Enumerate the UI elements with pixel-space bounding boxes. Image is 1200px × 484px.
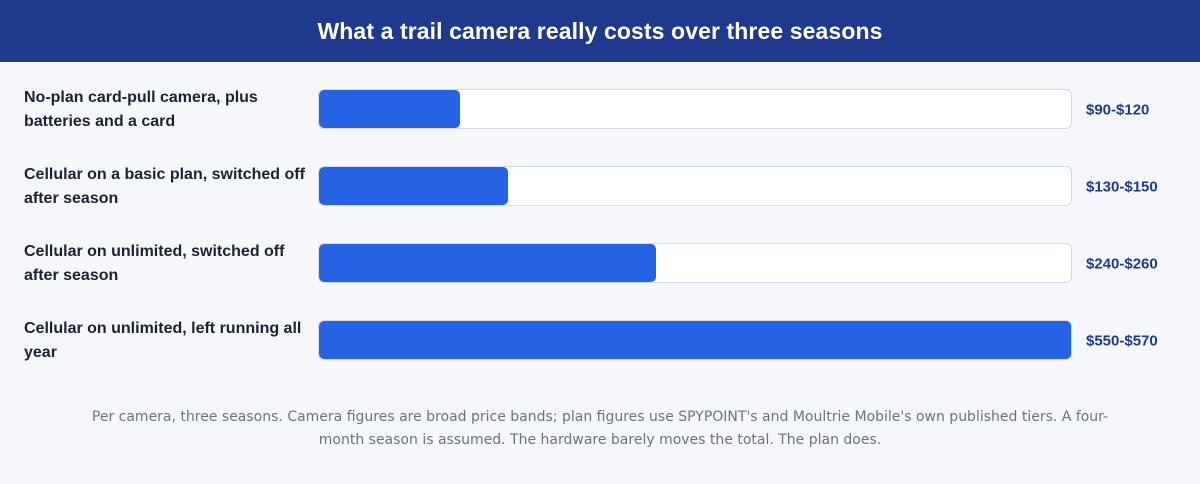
bar-track — [318, 243, 1072, 283]
chart-title: What a trail camera really costs over th… — [317, 17, 883, 44]
category-label: Cellular on a basic plan, switched off a… — [24, 166, 305, 207]
chart-footnote: Per camera, three seasons. Camera figure… — [91, 409, 1109, 448]
bar-row: Cellular on unlimited, switched off afte… — [0, 243, 1200, 285]
bar — [319, 244, 656, 282]
bar-row: No-plan card-pull camera, plus batteries… — [0, 89, 1200, 131]
bar-track — [318, 89, 1072, 129]
chart-header: What a trail camera really costs over th… — [0, 0, 1200, 62]
category-label: Cellular on unlimited, left running all … — [24, 320, 302, 361]
bar — [319, 321, 1071, 359]
bar-row: Cellular on a basic plan, switched off a… — [0, 166, 1200, 208]
bar-track — [318, 320, 1072, 360]
category-label: No-plan card-pull camera, plus batteries… — [24, 89, 258, 130]
bar — [319, 90, 461, 128]
value-label: $550-$570 — [1086, 332, 1158, 350]
bar-track — [318, 166, 1072, 206]
value-label: $130-$150 — [1086, 178, 1158, 196]
value-label: $90-$120 — [1086, 101, 1150, 119]
category-label: Cellular on unlimited, switched off afte… — [24, 243, 285, 284]
bar — [319, 167, 508, 205]
bar-row: Cellular on unlimited, left running all … — [0, 320, 1200, 362]
value-label: $240-$260 — [1086, 255, 1158, 273]
